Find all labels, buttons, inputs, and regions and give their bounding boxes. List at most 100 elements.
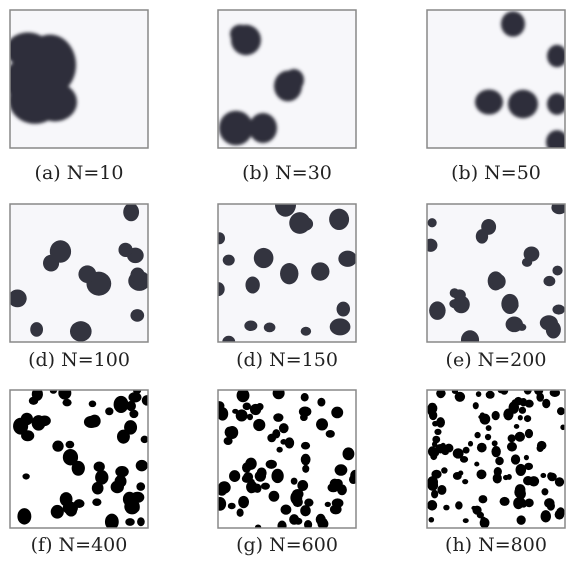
- blob: [461, 330, 479, 349]
- blob: [492, 274, 505, 289]
- blob: [436, 417, 445, 428]
- blob: [514, 424, 520, 429]
- blob: [432, 441, 437, 447]
- panel: [8, 203, 150, 342]
- blob: [508, 434, 516, 442]
- blob: [50, 240, 71, 262]
- blob: [338, 251, 357, 267]
- blob: [437, 390, 445, 398]
- blob: [92, 498, 101, 506]
- blob: [424, 239, 438, 252]
- blob: [434, 429, 441, 435]
- blob: [128, 392, 141, 402]
- blob: [229, 470, 240, 482]
- caption: (f) N=400: [31, 534, 128, 556]
- blob: [63, 449, 78, 465]
- blob: [266, 460, 277, 469]
- panel: [427, 385, 566, 528]
- blob: [492, 440, 498, 446]
- blob: [463, 518, 469, 523]
- blob: [301, 442, 310, 450]
- blob: [271, 469, 283, 483]
- blob: [537, 444, 544, 452]
- blob: [429, 517, 435, 523]
- blob: [247, 414, 253, 420]
- blob: [476, 469, 486, 479]
- blob: [463, 447, 470, 454]
- blob: [507, 442, 517, 452]
- blob: [552, 266, 562, 276]
- blob: [115, 466, 129, 477]
- blob: [335, 464, 348, 475]
- blob: [131, 504, 140, 512]
- blob: [453, 448, 464, 458]
- blob: [517, 515, 526, 525]
- blob: [280, 439, 287, 445]
- blob: [518, 415, 523, 420]
- blob: [250, 404, 261, 415]
- blob: [503, 409, 513, 421]
- blob: [495, 457, 504, 466]
- blob: [491, 446, 500, 457]
- blob: [529, 476, 540, 486]
- blob: [129, 410, 138, 419]
- blob: [328, 483, 340, 492]
- blob: [279, 423, 289, 433]
- blobs: [5, 32, 77, 123]
- blob: [254, 419, 264, 431]
- blob: [280, 263, 298, 284]
- blob: [316, 418, 328, 430]
- panel: [212, 192, 357, 347]
- blob: [294, 518, 302, 525]
- caption: (d) N=100: [28, 349, 130, 371]
- blob: [524, 246, 540, 261]
- blob: [301, 327, 311, 336]
- blob: [74, 499, 85, 508]
- blob: [136, 482, 145, 491]
- blob: [117, 430, 130, 444]
- blob: [453, 289, 466, 300]
- blob: [317, 398, 325, 407]
- blob: [514, 397, 522, 406]
- blob: [272, 429, 280, 438]
- panel: [424, 201, 566, 350]
- caption: (b) N=50: [451, 162, 541, 184]
- blob: [431, 490, 438, 499]
- blob: [276, 447, 282, 453]
- blob: [60, 492, 73, 506]
- blob: [111, 481, 124, 494]
- blob: [477, 443, 487, 453]
- blob: [249, 113, 277, 143]
- blob: [5, 58, 45, 102]
- blob: [237, 509, 244, 517]
- blob: [300, 505, 311, 516]
- blob: [325, 502, 331, 507]
- blob: [548, 473, 557, 482]
- blob: [429, 301, 445, 319]
- blob: [329, 209, 349, 230]
- blob: [462, 479, 468, 484]
- caption: (h) N=800: [445, 534, 547, 556]
- blob: [130, 309, 144, 322]
- blob: [247, 479, 255, 486]
- caption: (e) N=200: [446, 349, 547, 371]
- blob: [480, 414, 491, 425]
- blob: [137, 517, 145, 526]
- blob: [427, 500, 437, 511]
- blob: [289, 212, 310, 234]
- blob: [468, 441, 473, 447]
- blob: [501, 11, 525, 36]
- blob: [520, 502, 526, 507]
- blob: [214, 497, 226, 511]
- blob: [552, 305, 565, 315]
- blob: [214, 232, 225, 244]
- blob: [486, 391, 495, 399]
- blob: [557, 407, 565, 415]
- blob: [118, 243, 132, 257]
- blob: [546, 321, 561, 339]
- blob: [277, 521, 286, 532]
- blob: [245, 276, 259, 293]
- blob: [524, 415, 531, 422]
- blob: [254, 248, 274, 268]
- blob: [475, 89, 503, 114]
